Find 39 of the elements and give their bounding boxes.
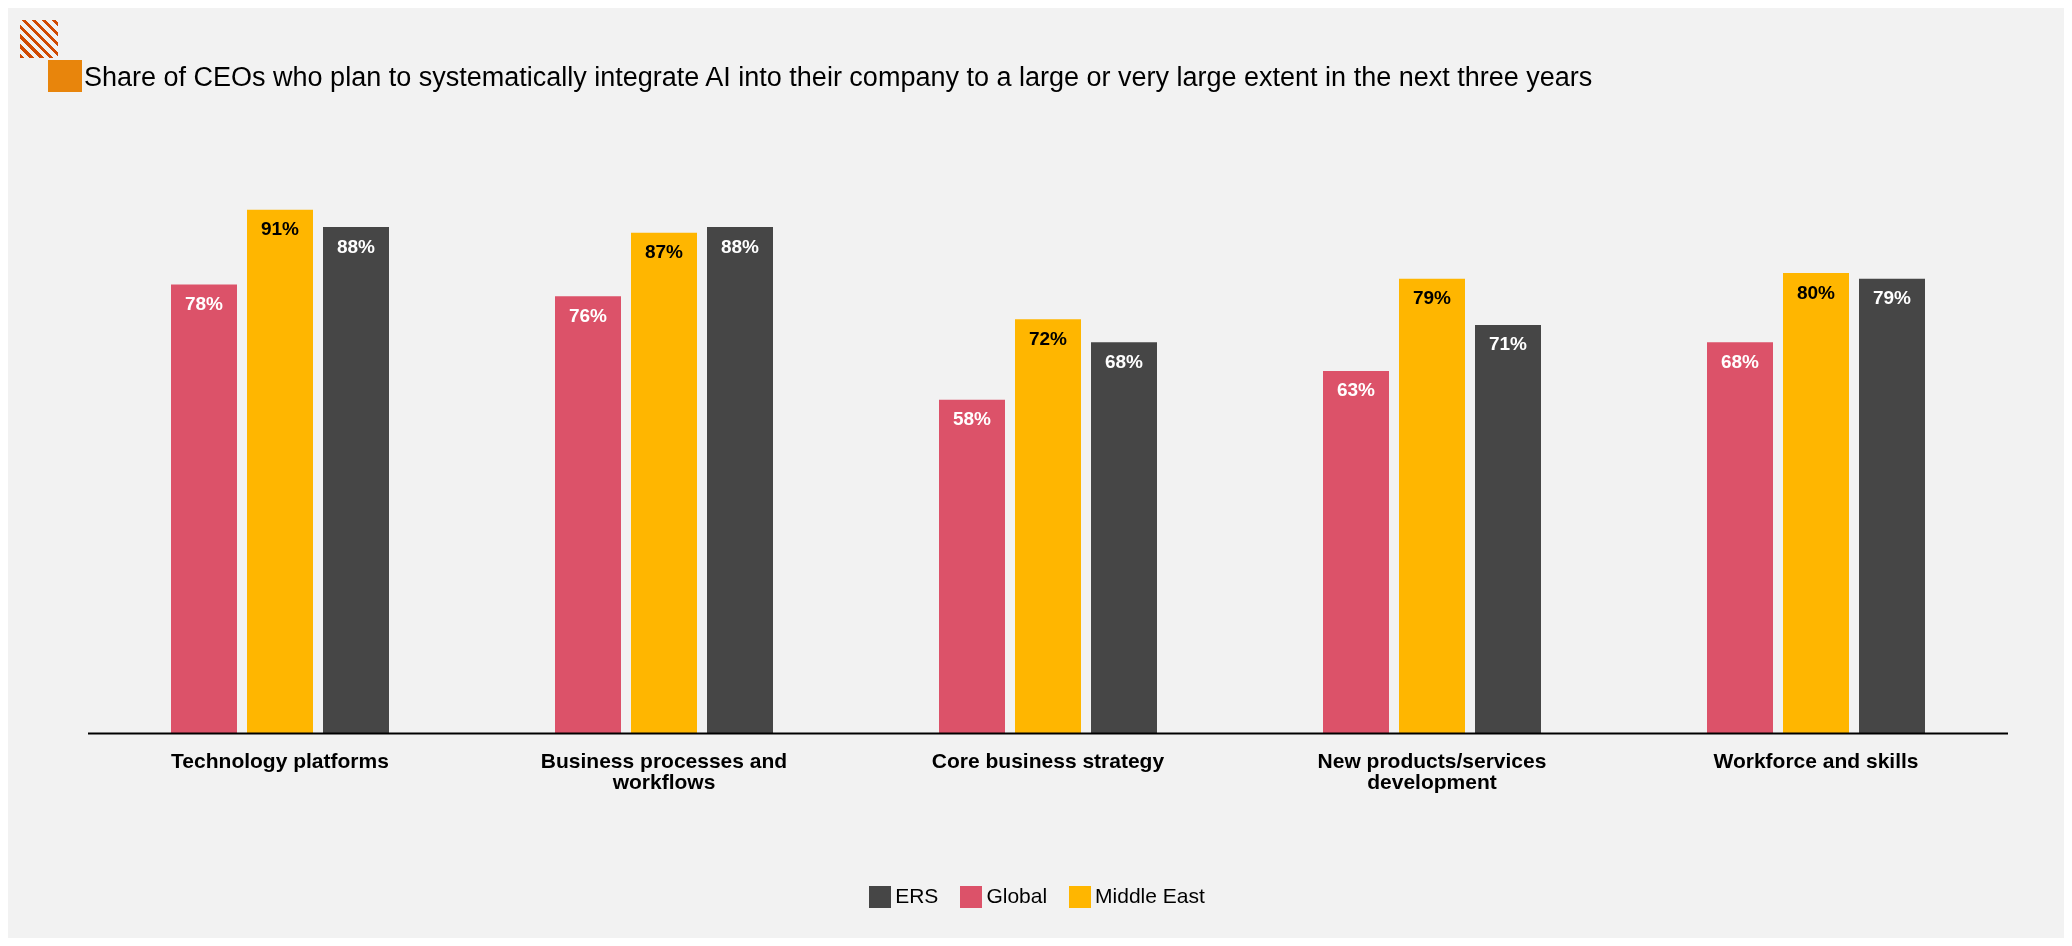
chart-title: Share of CEOs who plan to systematically integrate AI into their company to a large or very large extent in the next three years xyxy=(84,62,1593,93)
data-label: 71% xyxy=(1488,333,1528,355)
data-label: 79% xyxy=(1412,287,1452,309)
bar xyxy=(247,209,313,734)
x-tick-label: Workforce and skills xyxy=(1713,749,1919,773)
data-label: 87% xyxy=(644,241,684,263)
bar xyxy=(171,284,237,734)
data-label: 63% xyxy=(1336,379,1376,401)
bar xyxy=(631,232,697,734)
data-label: 79% xyxy=(1872,287,1912,309)
bar xyxy=(1475,324,1541,734)
data-label: 76% xyxy=(568,304,608,326)
legend-label: ERS xyxy=(895,883,939,907)
bar xyxy=(1859,278,1925,734)
bar xyxy=(1323,370,1389,734)
data-label: 78% xyxy=(184,293,224,315)
bar xyxy=(707,227,773,734)
bar xyxy=(323,227,389,734)
bar xyxy=(1015,319,1081,734)
data-label: 58% xyxy=(952,408,992,430)
bar xyxy=(1707,342,1773,734)
x-tick-label: New products/services development xyxy=(1317,749,1547,794)
legend-label: Global xyxy=(986,883,1048,907)
bar xyxy=(1399,278,1465,734)
data-label: 80% xyxy=(1796,281,1836,303)
data-label: 91% xyxy=(260,218,300,240)
data-label: 88% xyxy=(720,235,760,257)
x-tick-label: Core business strategy xyxy=(931,749,1165,773)
bar xyxy=(1091,342,1157,734)
legend-label: Middle East xyxy=(1095,883,1205,907)
data-label: 68% xyxy=(1104,350,1144,372)
x-tick-label: Technology platforms xyxy=(171,749,389,773)
bar xyxy=(939,399,1005,734)
x-tick-label: Business processes and workflows xyxy=(540,749,788,794)
bar xyxy=(1783,273,1849,734)
bar xyxy=(555,296,621,734)
data-label: 68% xyxy=(1720,350,1760,372)
data-label: 88% xyxy=(336,235,376,257)
data-label: 72% xyxy=(1028,327,1068,349)
